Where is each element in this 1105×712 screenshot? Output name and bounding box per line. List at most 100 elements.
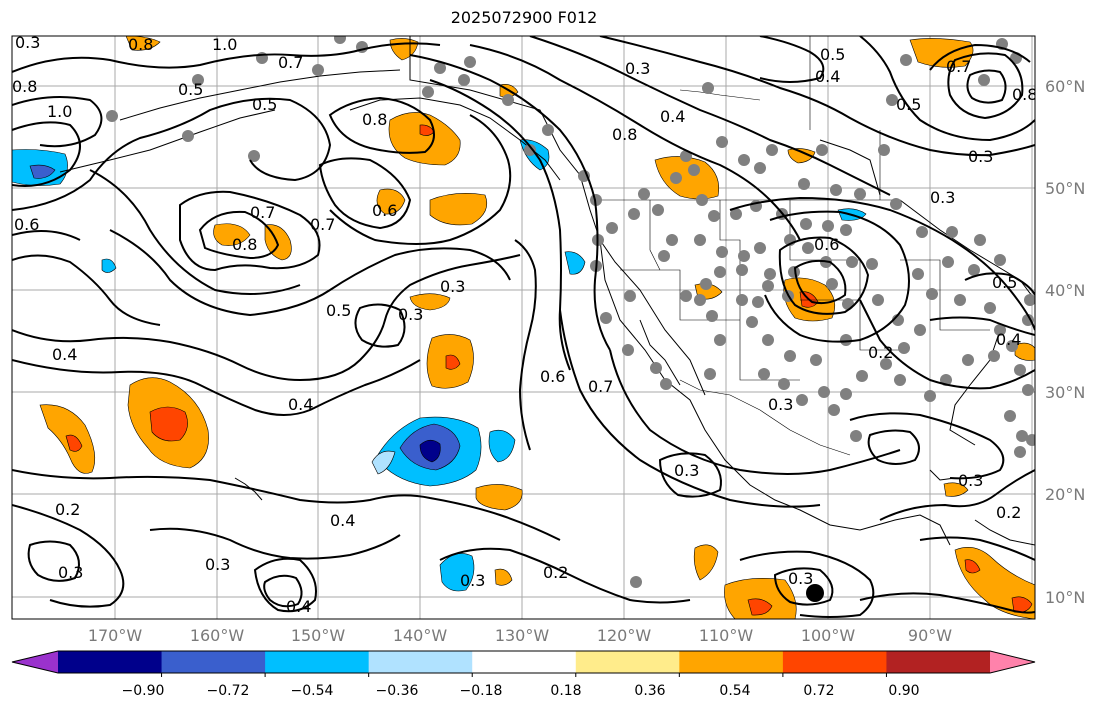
station-dot — [968, 264, 980, 276]
station-dot — [856, 370, 868, 382]
colorbar-tick-label: 0.54 — [719, 683, 751, 699]
station-dot — [762, 334, 774, 346]
contour-label: 0.8 — [362, 110, 387, 129]
station-dot — [1022, 314, 1034, 326]
lat-label: 10°N — [1045, 588, 1086, 607]
lat-label: 30°N — [1045, 383, 1086, 402]
station-dot — [994, 324, 1006, 336]
station-dot — [650, 362, 662, 374]
contour-label: 0.8 — [232, 235, 257, 254]
shade-blue — [101, 258, 117, 273]
station-dot — [628, 208, 640, 220]
station-dot — [898, 342, 910, 354]
contour-lines — [12, 36, 1035, 618]
contour-label: 0.5 — [252, 95, 277, 114]
station-dot — [818, 386, 830, 398]
lon-label: 90°W — [907, 626, 953, 645]
station-dot — [880, 358, 892, 370]
station-dot — [842, 298, 854, 310]
station-dot — [434, 62, 446, 74]
contour-label: 0.7 — [278, 53, 303, 72]
shade-blue — [564, 251, 586, 275]
colorbar-outline — [11, 650, 1036, 674]
shade-orange — [409, 293, 451, 311]
shade-orange — [388, 112, 461, 166]
contour-label: 0.3 — [930, 188, 955, 207]
contour-label: 0.8 — [612, 125, 637, 144]
station-dot — [624, 290, 636, 302]
station-dot — [622, 344, 634, 356]
contour-label: 0.8 — [12, 77, 37, 96]
station-dot — [840, 334, 852, 346]
station-dot — [696, 194, 708, 206]
colorbar-tick-label: 0.36 — [634, 683, 666, 699]
shade-medium-blue — [29, 164, 56, 179]
contour-label: 0.3 — [440, 277, 465, 296]
shade-red — [964, 559, 981, 574]
contour-label: 0.3 — [15, 33, 40, 52]
station-dot — [854, 188, 866, 200]
colorbar-tick-label: 0.72 — [803, 683, 835, 699]
center-marker — [806, 584, 824, 602]
colorbar — [11, 650, 1036, 677]
station-dot — [1004, 410, 1016, 422]
station-dot — [846, 256, 858, 268]
shade-blue — [488, 429, 516, 463]
map-frame — [11, 35, 1036, 620]
station-dot — [694, 294, 706, 306]
lon-label: 110°W — [698, 626, 754, 645]
station-dot — [706, 310, 718, 322]
contour-label: 0.3 — [674, 461, 699, 480]
station-dot — [1016, 430, 1028, 442]
contour-label: 0.7 — [588, 377, 613, 396]
shade-orange — [125, 36, 161, 51]
station-dot — [606, 222, 618, 234]
station-dot — [1014, 364, 1026, 376]
station-dot — [816, 144, 828, 156]
colorbar-segment — [161, 651, 266, 673]
station-dot — [694, 234, 706, 246]
contour-label: 0.5 — [896, 95, 921, 114]
map-background — [12, 36, 1035, 619]
contour-label: 0.3 — [205, 555, 230, 574]
station-dot — [890, 198, 902, 210]
station-dot — [738, 250, 750, 262]
station-dot — [600, 312, 612, 324]
station-dot — [1022, 384, 1034, 396]
lat-label: 60°N — [1045, 77, 1086, 96]
colorbar-tick-label: −0.72 — [206, 683, 250, 699]
station-dot — [866, 258, 878, 270]
colorbar-tick-label: −0.90 — [121, 683, 165, 699]
station-dot — [886, 94, 898, 106]
station-dot — [192, 74, 204, 86]
contour-label: 0.7 — [946, 57, 971, 76]
contour-label: 0.5 — [178, 80, 203, 99]
station-dot — [738, 154, 750, 166]
contour-label: 1.0 — [47, 102, 72, 121]
station-dot — [954, 294, 966, 306]
lat-label: 20°N — [1045, 485, 1086, 504]
station-dot — [638, 188, 650, 200]
station-dot — [762, 280, 774, 292]
lon-label: 140°W — [392, 626, 448, 645]
station-dot — [828, 404, 840, 416]
station-dot — [524, 144, 536, 156]
station-dot — [704, 368, 716, 380]
colorbar-tick-label: 0.90 — [888, 683, 920, 699]
station-dot — [830, 184, 842, 196]
station-dot — [798, 178, 810, 190]
station-dot — [1014, 446, 1026, 458]
shade-orange — [943, 482, 969, 497]
station-dot — [822, 220, 834, 232]
contour-label: 0.4 — [996, 330, 1021, 349]
station-dot — [942, 256, 954, 268]
contour-label: 0.4 — [286, 597, 311, 616]
station-dot — [660, 378, 672, 390]
station-dot — [826, 278, 838, 290]
shade-navy — [419, 439, 441, 463]
shade-orange — [213, 223, 251, 246]
station-dot — [840, 388, 852, 400]
shade-orange — [429, 193, 488, 226]
contour-label: 0.7 — [250, 203, 275, 222]
